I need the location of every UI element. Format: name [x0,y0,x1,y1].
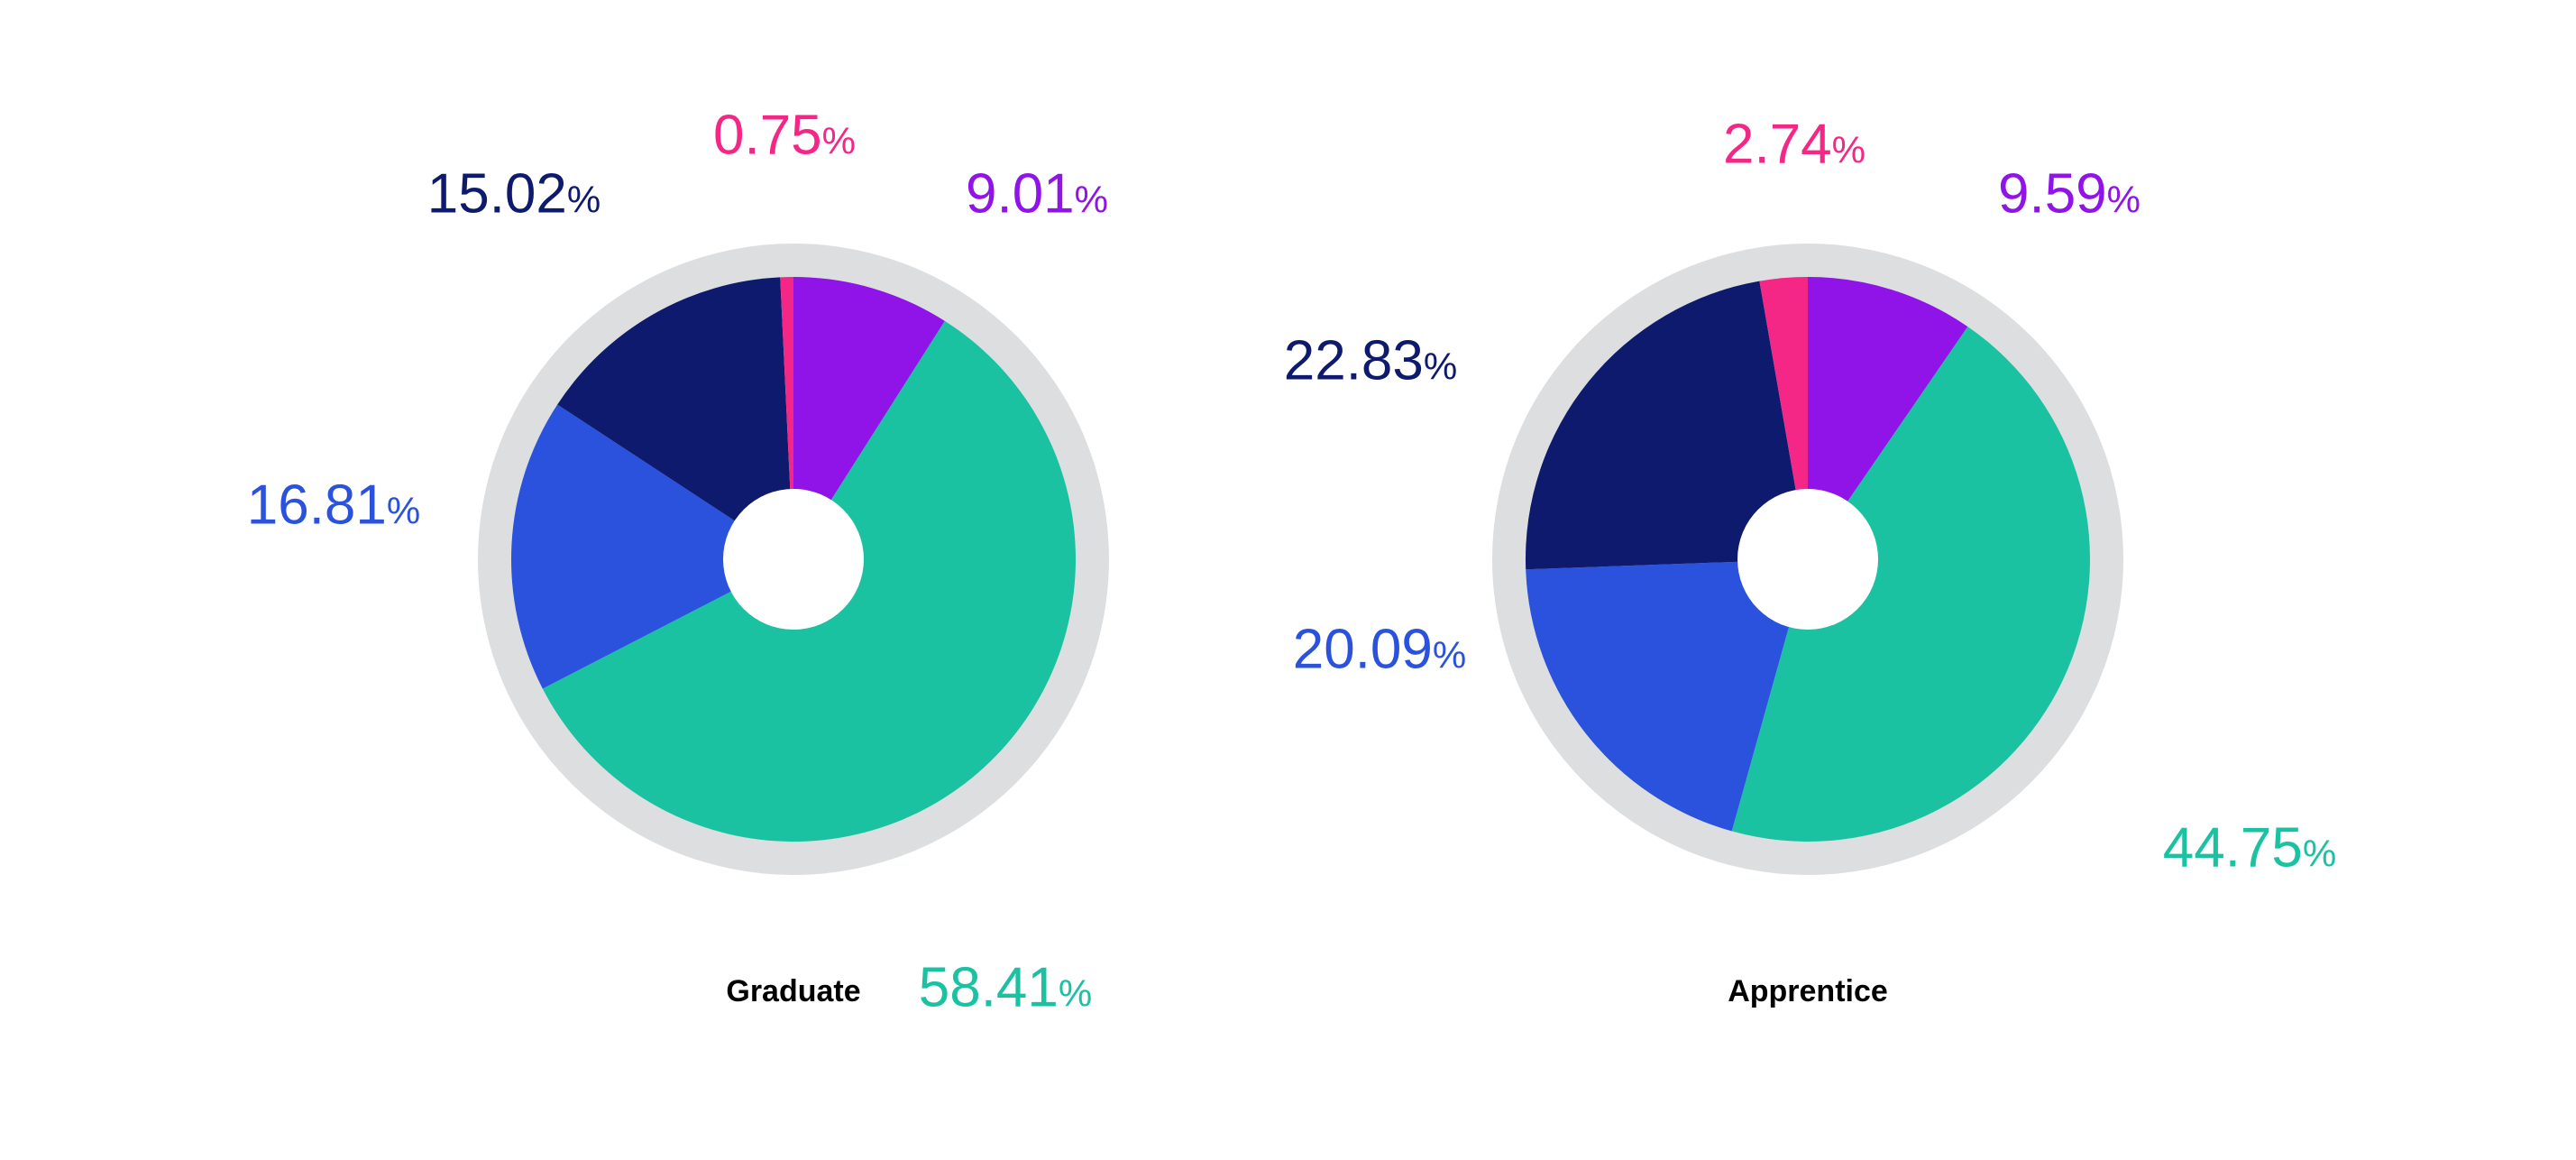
graduate-label-0-value: 9.01 [966,163,1075,226]
apprentice-label-1: 44.75% [2163,816,2337,880]
apprentice-label-0-value: 9.59 [1998,163,2107,226]
graduate-label-1-value: 58.41 [919,957,1059,1019]
apprentice-label-1-percent-sign: % [2303,833,2336,875]
apprentice-label-0-percent-sign: % [2107,179,2141,221]
apprentice-label-3: 22.83% [1284,329,1458,393]
graduate-label-4-percent-sign: % [822,120,856,162]
apprentice-label-0: 9.59% [1998,162,2141,226]
apprentice-label-4: 2.74% [1723,113,1866,177]
apprentice-label-2: 20.09% [1293,618,1467,682]
apprentice-label-4-value: 2.74 [1723,114,1832,176]
graduate-label-1: 58.41% [919,956,1093,1020]
graduate-label-2: 16.81% [247,474,421,538]
graduate-label-3-percent-sign: % [567,179,600,221]
graduate-label-0-percent-sign: % [1075,179,1108,221]
apprentice-donut-chart [1492,244,2123,875]
graduate-label-2-value: 16.81 [247,474,387,537]
apprentice-label-1-value: 44.75 [2163,817,2303,879]
apprentice-label-2-value: 20.09 [1293,619,1433,681]
apprentice-caption: Apprentice [1728,974,1888,1009]
apprentice-label-3-percent-sign: % [1424,345,1457,388]
graduate-donut-chart [478,244,1109,875]
graduate-label-4: 0.75% [713,104,856,168]
graduate-label-3-value: 15.02 [427,163,567,226]
apprentice-label-4-percent-sign: % [1832,129,1866,171]
graduate-caption: Graduate [726,974,860,1009]
graduate-label-4-value: 0.75 [713,105,822,167]
graduate-label-3: 15.02% [427,162,601,226]
apprentice-center-hole [1737,489,1878,630]
graduate-label-0: 9.01% [966,162,1108,226]
graduate-label-2-percent-sign: % [387,490,420,532]
graduate-label-1-percent-sign: % [1059,972,1092,1015]
apprentice-label-2-percent-sign: % [1433,634,1466,677]
graduate-center-hole [723,489,864,630]
apprentice-label-3-value: 22.83 [1284,330,1424,392]
